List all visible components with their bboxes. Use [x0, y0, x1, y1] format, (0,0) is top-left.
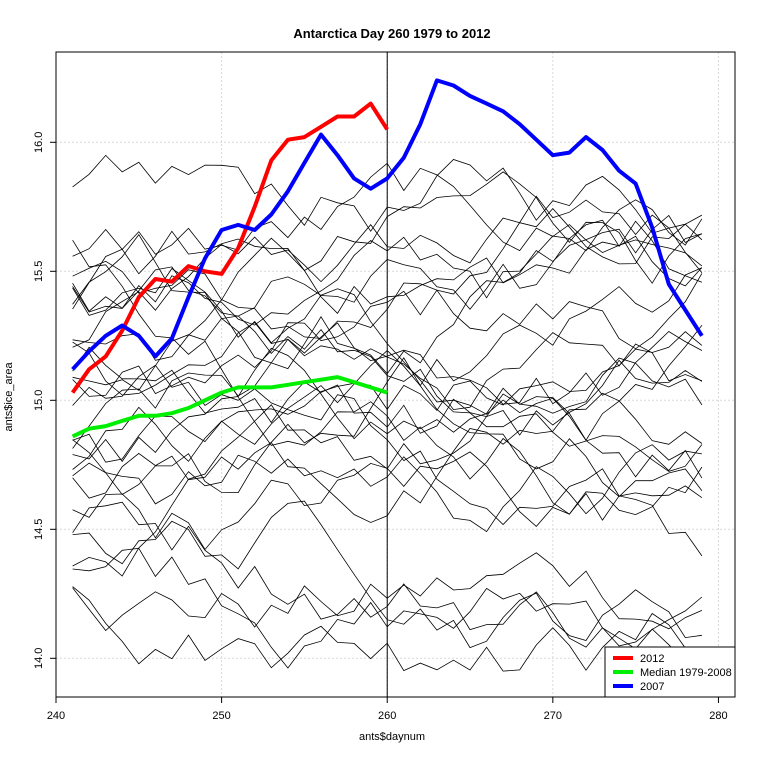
x-axis: 240 250 260 270 280 — [47, 697, 728, 722]
y-tick-label: 15.5 — [33, 261, 45, 282]
legend-label: 2007 — [640, 681, 664, 693]
x-tick-label: 240 — [47, 710, 65, 722]
gridlines — [55, 52, 735, 697]
legend: 2012 Median 1979-2008 2007 — [604, 646, 736, 698]
y-axis: 14.0 14.5 15.0 15.5 16.0 — [33, 132, 56, 669]
highlighted-series — [70, 78, 704, 439]
x-tick-label: 270 — [544, 710, 562, 722]
x-tick-label: 250 — [212, 710, 230, 722]
legend-label: Median 1979-2008 — [640, 667, 732, 679]
y-axis-label: ants$ice_area — [3, 362, 15, 432]
x-tick-label: 280 — [709, 710, 727, 722]
series-line-2 — [71, 78, 704, 371]
plot-border — [55, 51, 736, 698]
legend-label: 2012 — [640, 653, 664, 665]
chart-title: Antarctica Day 260 1979 to 2012 — [293, 26, 490, 41]
y-tick-label: 16.0 — [33, 132, 45, 153]
y-tick-label: 15.0 — [33, 390, 45, 411]
y-tick-label: 14.0 — [33, 648, 45, 669]
series-line-1 — [71, 375, 388, 439]
x-axis-label: ants$daynum — [359, 731, 425, 743]
x-tick-label: 260 — [378, 710, 396, 722]
y-tick-label: 14.5 — [33, 519, 45, 540]
